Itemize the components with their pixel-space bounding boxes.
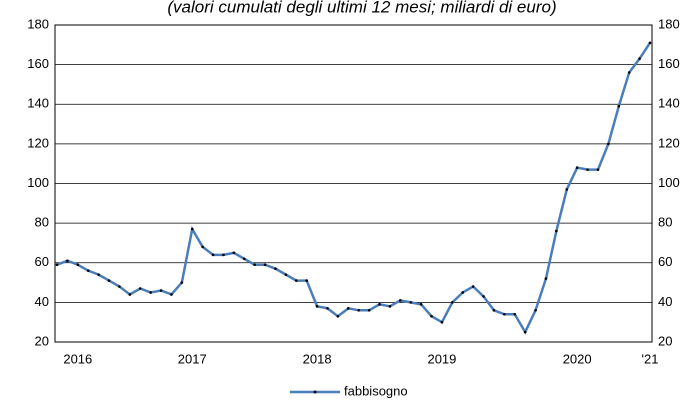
point	[55, 263, 59, 267]
y2-tick-label: 160	[658, 56, 680, 71]
point	[222, 253, 225, 257]
y2-tick-label: 40	[658, 294, 672, 309]
point	[305, 279, 308, 282]
point	[190, 227, 194, 231]
point	[274, 267, 277, 270]
y2-tick-label: 60	[658, 254, 672, 269]
point	[482, 295, 485, 298]
point	[617, 104, 621, 108]
y-tick-label: 40	[35, 294, 49, 309]
y-tick-label: 80	[35, 215, 49, 230]
point	[263, 263, 267, 267]
y-tick-label: 120	[27, 135, 49, 150]
x-tick-label: 2019	[427, 351, 456, 366]
point	[346, 307, 350, 310]
point	[648, 41, 652, 45]
point	[201, 245, 204, 249]
point	[461, 291, 465, 294]
point	[284, 273, 288, 276]
legend-label: fabbisogno	[344, 383, 408, 398]
point	[513, 312, 517, 316]
point	[638, 57, 641, 60]
chart-title: (valori cumulati degli ultimi 12 mesi; m…	[167, 0, 556, 16]
point	[492, 309, 496, 312]
point	[97, 273, 100, 276]
point	[627, 71, 631, 74]
y2-tick-label: 100	[658, 175, 680, 190]
point	[76, 263, 80, 267]
point	[107, 279, 111, 282]
point	[149, 291, 152, 294]
point	[378, 303, 381, 306]
point	[294, 279, 298, 282]
point	[315, 305, 319, 308]
point	[180, 281, 184, 284]
point	[451, 301, 454, 304]
point	[471, 285, 475, 288]
point	[388, 305, 392, 308]
point	[211, 253, 215, 257]
point	[596, 168, 600, 171]
y-tick-label: 140	[27, 96, 49, 111]
x-tick-label: '21	[642, 351, 659, 366]
point	[357, 309, 361, 312]
y2-tick-label: 20	[658, 333, 672, 348]
point	[336, 314, 340, 318]
point	[399, 299, 402, 302]
point	[159, 289, 163, 292]
y2-tick-label: 120	[658, 135, 680, 150]
point	[242, 257, 246, 261]
point	[430, 314, 433, 318]
series-line	[56, 42, 652, 335]
y2-tick-label: 180	[658, 16, 680, 31]
y-tick-label: 180	[27, 16, 49, 31]
y-tick-label: 160	[27, 56, 49, 71]
point	[534, 309, 537, 312]
y-tick-label: 20	[35, 333, 49, 348]
x-tick-label: 2020	[563, 351, 592, 366]
point	[326, 307, 329, 310]
y2-tick-label: 140	[658, 96, 680, 111]
point	[607, 142, 610, 146]
point	[409, 301, 413, 304]
legend-marker	[313, 390, 317, 394]
point	[367, 309, 371, 312]
point	[253, 263, 256, 267]
x-tick-label: 2018	[303, 351, 332, 366]
point	[586, 168, 589, 171]
point	[170, 293, 173, 296]
point	[555, 229, 558, 233]
point	[118, 285, 121, 288]
y-tick-label: 100	[27, 175, 49, 190]
point	[440, 320, 444, 324]
x-tick-label: 2017	[178, 351, 207, 366]
point	[232, 251, 236, 255]
point	[86, 269, 90, 272]
point	[128, 293, 132, 296]
point	[575, 166, 579, 169]
x-tick-label: 2016	[63, 351, 92, 366]
point	[544, 277, 548, 280]
point	[419, 303, 423, 306]
point	[66, 259, 69, 263]
point	[138, 287, 142, 290]
y-tick-label: 60	[35, 254, 49, 269]
point	[523, 330, 527, 334]
point	[503, 312, 506, 316]
y2-tick-label: 80	[658, 215, 672, 230]
point	[565, 188, 569, 191]
